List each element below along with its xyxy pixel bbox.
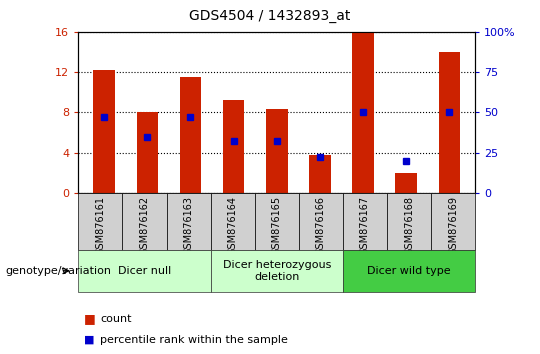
Text: GSM876168: GSM876168 — [404, 196, 414, 255]
Text: GSM876166: GSM876166 — [316, 196, 326, 255]
Text: ■: ■ — [84, 335, 94, 345]
Bar — [211, 250, 343, 292]
Text: GSM876161: GSM876161 — [96, 196, 105, 255]
Bar — [166, 193, 211, 250]
Text: GSM876167: GSM876167 — [360, 196, 370, 255]
Text: Dicer wild type: Dicer wild type — [367, 266, 451, 276]
Bar — [343, 250, 475, 292]
Bar — [343, 193, 387, 250]
Text: genotype/variation: genotype/variation — [5, 266, 111, 276]
Text: GSM876163: GSM876163 — [184, 196, 193, 255]
Bar — [78, 250, 211, 292]
Text: GSM876169: GSM876169 — [448, 196, 458, 255]
Bar — [299, 193, 343, 250]
Bar — [352, 32, 374, 193]
Bar — [93, 70, 115, 193]
Text: GSM876164: GSM876164 — [228, 196, 238, 255]
Bar — [387, 193, 431, 250]
Bar — [211, 193, 255, 250]
Bar — [180, 77, 201, 193]
Bar — [309, 155, 330, 193]
Bar — [78, 193, 123, 250]
Text: ■: ■ — [84, 312, 96, 325]
Text: GDS4504 / 1432893_at: GDS4504 / 1432893_at — [190, 9, 350, 23]
Text: percentile rank within the sample: percentile rank within the sample — [100, 335, 288, 345]
Text: Dicer heterozygous
deletion: Dicer heterozygous deletion — [222, 260, 331, 282]
Bar — [395, 173, 417, 193]
Bar — [438, 52, 460, 193]
Text: GSM876165: GSM876165 — [272, 196, 282, 255]
Bar — [266, 109, 287, 193]
Text: GSM876162: GSM876162 — [139, 196, 150, 255]
Bar — [223, 100, 245, 193]
Bar — [431, 193, 475, 250]
Text: Dicer null: Dicer null — [118, 266, 171, 276]
Bar — [123, 193, 166, 250]
Bar — [137, 113, 158, 193]
Bar — [255, 193, 299, 250]
Text: count: count — [100, 314, 131, 324]
